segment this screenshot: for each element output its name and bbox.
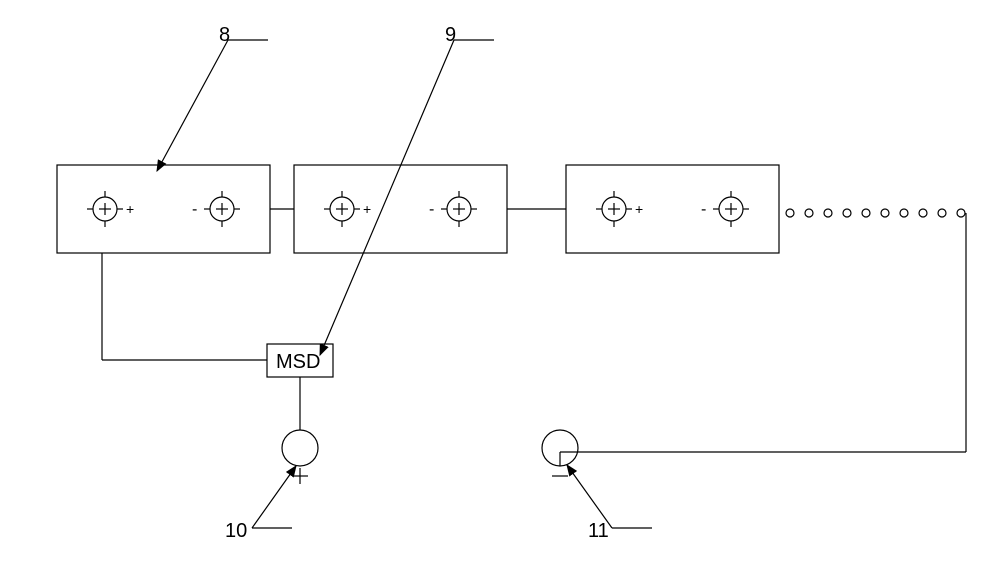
diagram-canvas: + - + - + - MSD xyxy=(0,0,1000,566)
svg-text:-: - xyxy=(701,201,706,218)
svg-text:MSD: MSD xyxy=(276,351,320,373)
label-8: 8 xyxy=(219,24,230,47)
svg-text:-: - xyxy=(192,201,197,218)
label-10: 10 xyxy=(225,520,247,543)
label-9: 9 xyxy=(445,24,456,47)
label-11: 11 xyxy=(588,520,609,543)
svg-text:-: - xyxy=(429,201,434,218)
svg-text:+: + xyxy=(126,201,134,217)
svg-text:+: + xyxy=(363,201,371,217)
svg-text:+: + xyxy=(635,201,643,217)
